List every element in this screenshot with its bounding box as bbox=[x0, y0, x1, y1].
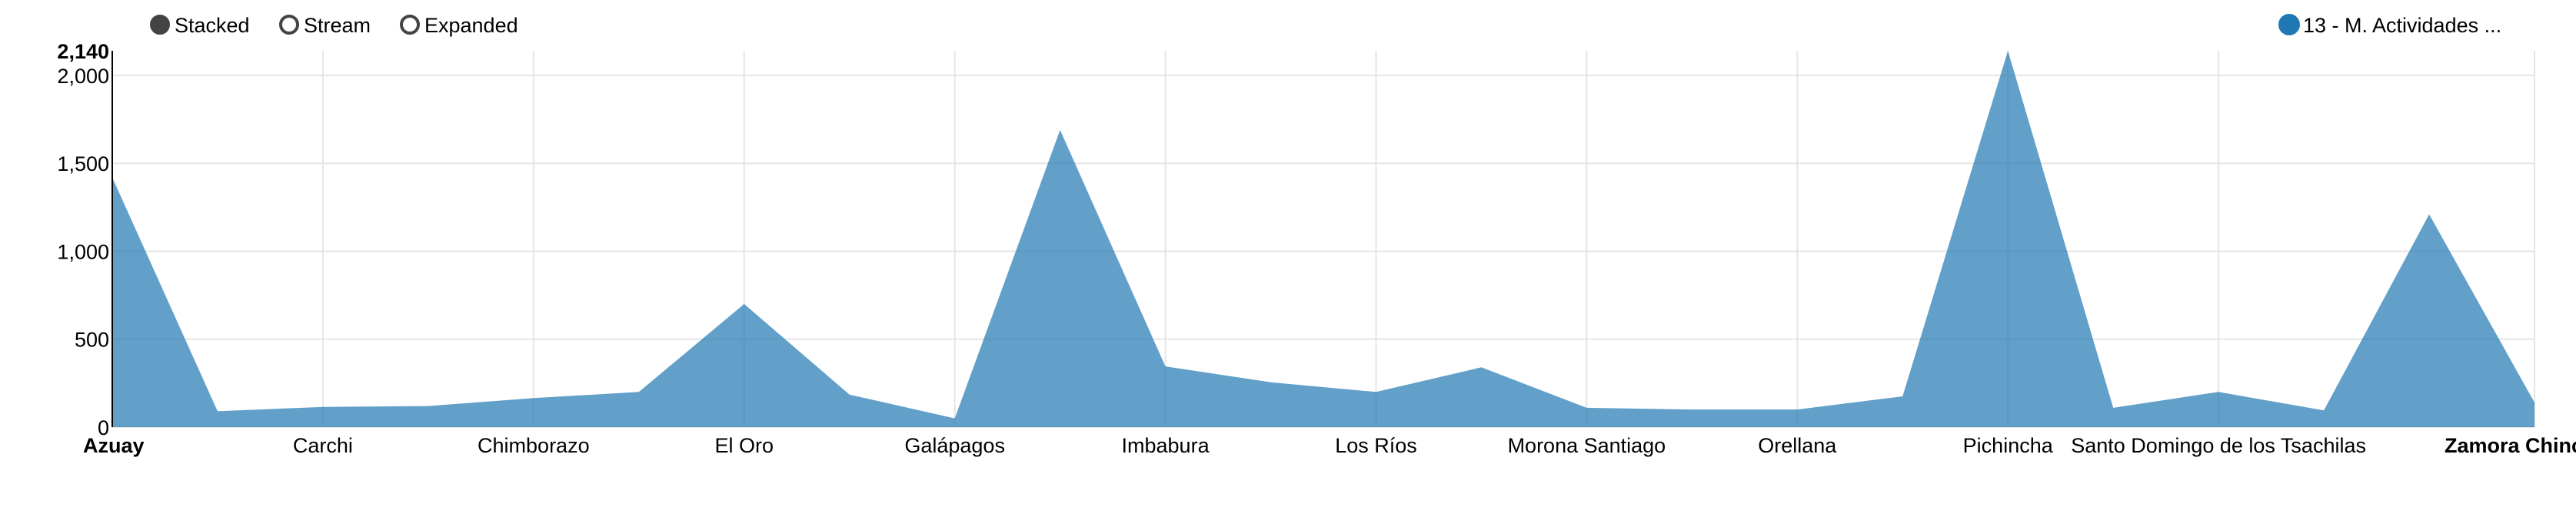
x-tick-label: Morona Santiago bbox=[1508, 434, 1666, 457]
y-tick-label: 1,000 bbox=[57, 240, 109, 263]
data-point[interactable] bbox=[952, 416, 958, 422]
chart-style-option-expanded[interactable]: Expanded bbox=[400, 14, 518, 37]
legend-label: 13 - M. Actividades ... bbox=[2303, 14, 2501, 37]
y-tick-label: 0 bbox=[98, 416, 109, 439]
x-tick-label: Azuay bbox=[83, 434, 145, 457]
data-point[interactable] bbox=[1899, 393, 1905, 399]
x-tick-label: Orellana bbox=[1758, 434, 1837, 457]
data-point[interactable] bbox=[2531, 399, 2538, 406]
grid bbox=[111, 51, 2535, 428]
radio-indicator[interactable] bbox=[150, 15, 170, 35]
legend: 13 - M. Actividades ... bbox=[2278, 14, 2501, 37]
legend-swatch[interactable] bbox=[2278, 14, 2300, 35]
data-point[interactable] bbox=[425, 403, 431, 409]
x-tick-label: Chimborazo bbox=[478, 434, 590, 457]
data-point[interactable] bbox=[741, 301, 747, 307]
data-point[interactable] bbox=[1163, 363, 1169, 369]
data-point[interactable] bbox=[636, 389, 642, 395]
option-label: Expanded bbox=[424, 14, 518, 37]
chart-style-controls: Stacked Stream Expanded bbox=[150, 14, 518, 37]
radio-indicator[interactable] bbox=[279, 15, 299, 35]
series-area[interactable] bbox=[112, 51, 2534, 427]
y-tick-label: 500 bbox=[75, 329, 109, 352]
option-label: Stacked bbox=[175, 14, 250, 37]
data-point[interactable] bbox=[1373, 389, 1379, 395]
data-point[interactable] bbox=[215, 408, 221, 414]
x-tick-label: Galápagos bbox=[904, 434, 1005, 457]
x-tick-label: Pichincha bbox=[1963, 434, 2054, 457]
data-point[interactable] bbox=[1268, 379, 1274, 386]
data-point[interactable] bbox=[320, 404, 326, 410]
chart-style-option-stream[interactable]: Stream bbox=[279, 14, 371, 37]
data-point[interactable] bbox=[2426, 212, 2432, 218]
data-point[interactable] bbox=[1057, 127, 1063, 133]
data-point[interactable] bbox=[531, 395, 537, 401]
chart-style-option-stacked[interactable]: Stacked bbox=[150, 14, 250, 37]
y-max-label: 2,140 bbox=[57, 40, 109, 63]
x-tick-label: Imbabura bbox=[1122, 434, 1210, 457]
data-point[interactable] bbox=[1478, 364, 1484, 370]
x-tick-label: Zamora Chinchipe bbox=[2445, 434, 2576, 457]
radio-indicator[interactable] bbox=[400, 15, 420, 35]
data-point[interactable] bbox=[2005, 48, 2011, 54]
y-tick-label: 1,500 bbox=[57, 152, 109, 175]
y-tick-label: 2,000 bbox=[57, 65, 109, 88]
option-label: Stream bbox=[304, 14, 371, 37]
data-point[interactable] bbox=[2215, 389, 2222, 395]
data-point[interactable] bbox=[1689, 406, 1695, 412]
series-area-layer bbox=[112, 48, 2538, 427]
data-point[interactable] bbox=[1583, 405, 1589, 411]
data-point[interactable] bbox=[1794, 406, 1800, 412]
x-tick-label: Santo Domingo de los Tsachilas bbox=[2071, 434, 2366, 457]
data-point[interactable] bbox=[847, 392, 853, 398]
legend-item[interactable]: 13 - M. Actividades ... bbox=[2278, 14, 2501, 37]
data-point[interactable] bbox=[2110, 405, 2116, 411]
x-tick-label: El Oro bbox=[714, 434, 774, 457]
x-tick-label: Los Ríos bbox=[1335, 434, 1417, 457]
data-point[interactable] bbox=[2321, 407, 2327, 413]
x-tick-label: Carchi bbox=[293, 434, 353, 457]
